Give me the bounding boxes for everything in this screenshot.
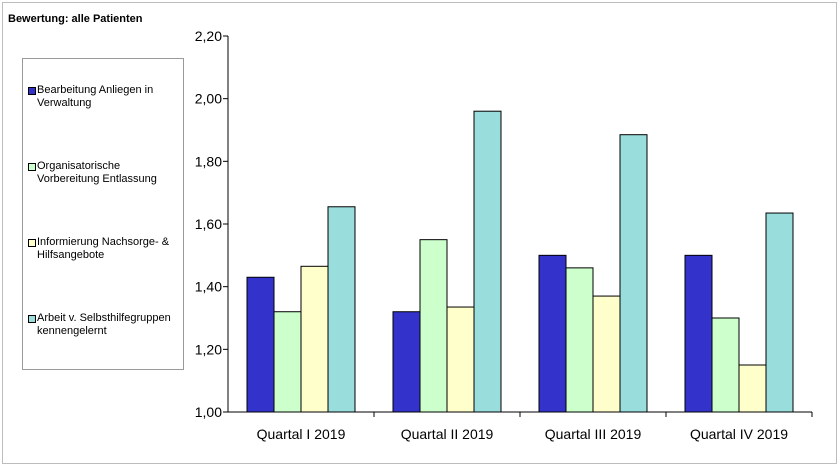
bar bbox=[538, 254, 567, 413]
bar bbox=[565, 267, 594, 413]
legend: Bearbeitung Anliegen in Verwaltung Organ… bbox=[22, 58, 184, 370]
legend-item-series-2: Organisatorische Vorbereitung Entlassung bbox=[28, 160, 178, 186]
legend-swatch-series-3 bbox=[28, 239, 36, 247]
legend-swatch-series-4 bbox=[28, 315, 36, 323]
y-tick-label: 1,20 bbox=[195, 341, 222, 357]
y-tick-label: 1,00 bbox=[195, 404, 222, 420]
legend-label-series-1: Bearbeitung Anliegen in Verwaltung bbox=[37, 84, 154, 109]
bar bbox=[711, 317, 740, 413]
legend-item-series-4: Arbeit v. Selbsthilfegruppen kennengeler… bbox=[28, 312, 178, 338]
x-tick-label: Quartal III 2019 bbox=[545, 426, 642, 442]
bar bbox=[300, 265, 329, 413]
bar bbox=[446, 306, 475, 413]
y-tick-label: 2,20 bbox=[195, 28, 222, 44]
y-tick-label: 1,40 bbox=[195, 279, 222, 295]
bar bbox=[765, 212, 794, 413]
bar bbox=[592, 295, 621, 413]
legend-item-series-1: Bearbeitung Anliegen in Verwaltung bbox=[28, 84, 178, 110]
x-tick-label: Quartal II 2019 bbox=[401, 426, 494, 442]
x-tick-label: Quartal I 2019 bbox=[257, 426, 346, 442]
bar bbox=[392, 311, 421, 413]
chart-title: Bewertung: alle Patienten bbox=[8, 13, 143, 25]
bar bbox=[327, 206, 356, 413]
bar bbox=[738, 364, 767, 413]
y-tick-label: 1,60 bbox=[195, 216, 222, 232]
legend-swatch-series-1 bbox=[28, 87, 36, 95]
bar bbox=[419, 239, 448, 413]
y-tick-label: 2,00 bbox=[195, 91, 222, 107]
bar bbox=[619, 134, 648, 413]
bar bbox=[246, 276, 275, 413]
legend-swatch-series-2 bbox=[28, 163, 36, 171]
y-tick-label: 1,80 bbox=[195, 153, 222, 169]
legend-label-series-3: Informierung Nachsorge- & Hilfsangebote bbox=[37, 236, 170, 261]
bar bbox=[684, 254, 713, 413]
legend-item-series-3: Informierung Nachsorge- & Hilfsangebote bbox=[28, 236, 178, 262]
x-tick-label: Quartal IV 2019 bbox=[690, 426, 788, 442]
legend-label-series-4: Arbeit v. Selbsthilfegruppen kennengeler… bbox=[37, 312, 171, 337]
bar bbox=[473, 110, 502, 413]
bar bbox=[273, 311, 302, 413]
legend-label-series-2: Organisatorische Vorbereitung Entlassung bbox=[37, 160, 157, 185]
